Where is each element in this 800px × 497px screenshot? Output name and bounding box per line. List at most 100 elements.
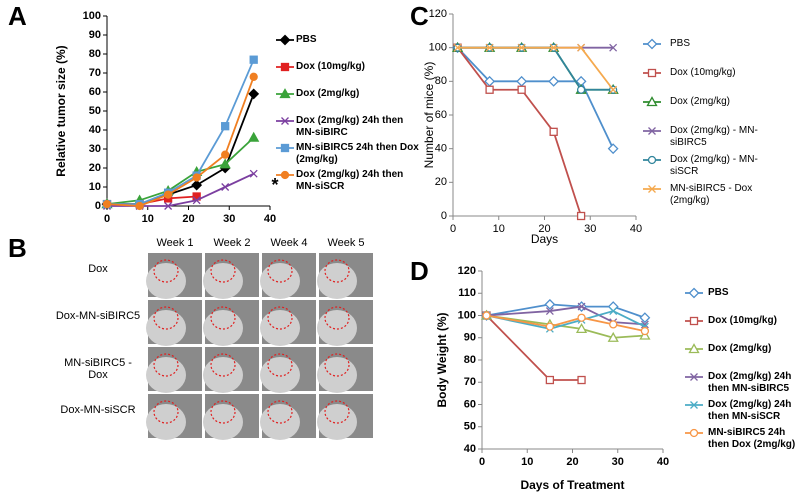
marker — [646, 38, 658, 50]
legend-label: Dox (2mg/kg) — [296, 88, 360, 99]
marker — [279, 88, 291, 99]
legend-label: MN-siBIRC5 24h then Dox (2mg/kg) — [708, 427, 796, 450]
x-tick-label: 40 — [630, 223, 642, 235]
marker — [249, 72, 258, 81]
marker — [609, 85, 618, 94]
marker — [280, 170, 290, 180]
column-label: Week 2 — [213, 237, 250, 249]
marker — [577, 313, 586, 322]
marker — [545, 322, 555, 331]
marker — [280, 62, 290, 72]
marker — [163, 190, 173, 199]
mouse-body — [317, 310, 357, 346]
marker — [689, 316, 699, 326]
marker — [482, 311, 491, 320]
marker — [609, 320, 618, 329]
x-tick-label: 30 — [223, 213, 235, 225]
legend-label: Dox (2mg/kg) - MN-siBIRC5 — [670, 125, 758, 148]
y-tick-label: 70 — [464, 376, 476, 388]
marker — [164, 202, 173, 210]
marker — [248, 131, 260, 142]
series-line — [106, 136, 255, 205]
marker — [544, 298, 556, 310]
tumor-circle — [210, 353, 236, 377]
mouse-body — [317, 357, 357, 393]
y-tick-label: 80 — [435, 75, 447, 87]
tumor-circle — [210, 306, 236, 330]
marker — [688, 287, 700, 299]
tumor-circle — [210, 400, 236, 424]
mouse-body — [146, 404, 186, 440]
y-tick-label: 60 — [435, 109, 447, 121]
x-tick-label: 30 — [612, 456, 624, 468]
column-label: Week 5 — [327, 237, 364, 249]
legend-label: Dox (2mg/kg) - MN-siSCR — [670, 154, 758, 177]
marker — [607, 143, 619, 155]
row-label: Dox-MN-siSCR — [60, 404, 136, 416]
tumor-circle — [153, 259, 179, 283]
legend-label: MN-siBIRC5 24h then Dox (2mg/kg) — [296, 142, 419, 165]
series-line — [457, 46, 614, 91]
marker — [609, 307, 618, 316]
x-tick-label: 10 — [142, 213, 154, 225]
tumor-circle — [210, 259, 236, 283]
marker — [219, 158, 231, 169]
y-axis-label: Body Weight (%) — [435, 312, 449, 407]
marker — [549, 43, 558, 52]
tumor-circle — [267, 259, 293, 283]
legend-label: Dox (10mg/kg) — [296, 61, 365, 72]
y-tick-label: 120 — [429, 8, 447, 20]
x-axis-label: Days of Treatment — [520, 478, 624, 492]
legend-label: Dox (10mg/kg) — [708, 315, 777, 326]
marker — [689, 428, 699, 438]
y-tick-label: 50 — [89, 105, 101, 117]
mouse-body — [317, 404, 357, 440]
marker — [221, 150, 230, 159]
tumor-circle — [267, 306, 293, 330]
marker — [577, 43, 586, 52]
series-line — [106, 76, 255, 207]
tumor-circle — [153, 400, 179, 424]
x-tick-label: 20 — [182, 213, 194, 225]
x-axis-label: Days — [531, 232, 558, 246]
y-tick-label: 100 — [429, 42, 447, 54]
y-tick-label: 110 — [458, 287, 476, 299]
y-tick-label: 90 — [464, 332, 476, 344]
mouse-body — [203, 310, 243, 346]
marker — [249, 169, 258, 178]
x-tick-label: 30 — [584, 223, 596, 235]
marker — [648, 185, 656, 193]
legend-label: PBS — [296, 34, 317, 45]
y-tick-label: 40 — [435, 143, 447, 155]
marker — [545, 375, 555, 385]
y-tick-label: 30 — [89, 143, 101, 155]
x-tick-label: 20 — [566, 456, 578, 468]
legend-label: MN-siBIRC5 - Dox (2mg/kg) — [670, 183, 753, 206]
y-tick-label: 80 — [464, 354, 476, 366]
y-tick-label: 80 — [89, 48, 101, 60]
marker — [690, 401, 698, 409]
tumor-circle — [324, 400, 350, 424]
legend-label: PBS — [708, 287, 729, 298]
legend-label: Dox (2mg/kg) 24h then MN-siBIRC5 — [708, 371, 792, 394]
marker — [639, 312, 651, 324]
marker — [640, 326, 650, 336]
series-line — [456, 47, 614, 150]
row-label: MN-siBIRC5 -Dox — [64, 357, 132, 381]
marker — [102, 199, 112, 209]
marker — [548, 75, 560, 87]
marker — [576, 85, 586, 94]
marker — [453, 43, 462, 52]
marker — [517, 85, 526, 94]
mouse-body — [317, 263, 357, 299]
panel-letter: B — [8, 233, 27, 263]
marker — [191, 179, 203, 191]
x-tick-label: 40 — [657, 456, 669, 468]
tumor-circle — [267, 400, 293, 424]
y-axis-label: Number of mice (%) — [422, 62, 436, 169]
marker — [688, 343, 700, 354]
legend-label: Dox (2mg/kg) 24h then MN-siSCR — [296, 169, 404, 192]
legend-label: Dox (2mg/kg) — [670, 96, 731, 107]
y-tick-label: 20 — [435, 176, 447, 188]
column-label: Week 4 — [270, 237, 307, 249]
